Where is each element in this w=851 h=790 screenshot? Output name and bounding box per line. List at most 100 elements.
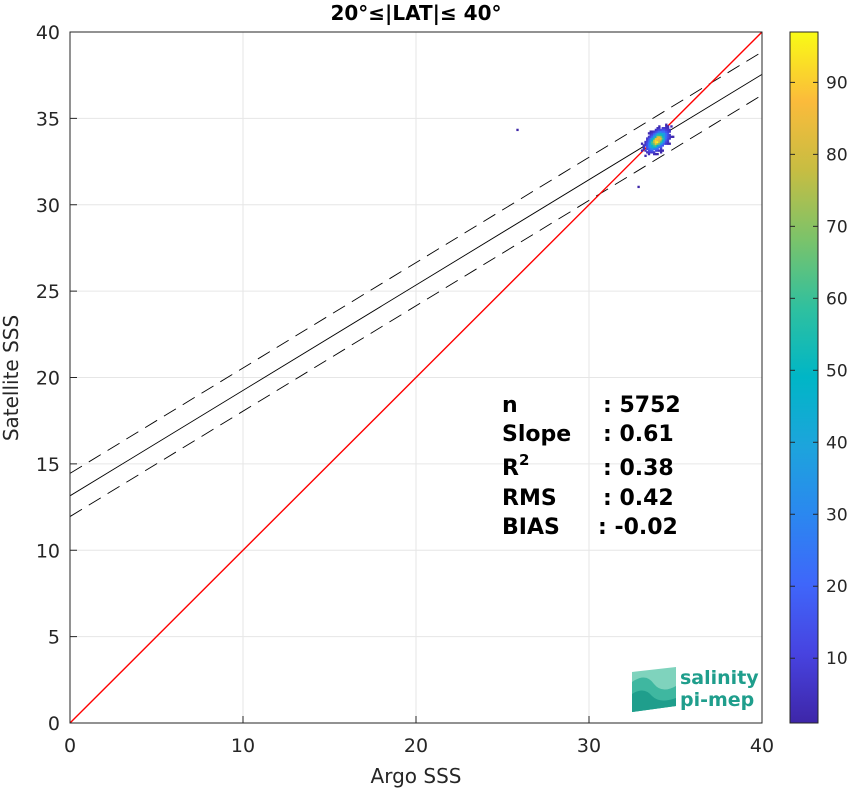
stat-label: Slope: [502, 422, 571, 447]
density-cell: [665, 123, 668, 126]
density-cell: [663, 137, 666, 140]
density-cell: [656, 133, 659, 137]
x-axis-ticks: 0 10 20 30 40: [64, 716, 774, 757]
density-cell: [653, 132, 656, 135]
density-cell: [658, 146, 661, 149]
density-cell: [668, 135, 671, 138]
density-cell: [659, 133, 663, 137]
density-cell: [658, 135, 661, 138]
density-cell: [661, 144, 664, 147]
density-cell: [644, 142, 647, 145]
density-cell: [647, 142, 651, 145]
colorbar-tick-label: 50: [826, 361, 848, 381]
density-cell: [666, 142, 670, 145]
density-cell: [665, 142, 668, 145]
y-tick-label: 10: [36, 540, 60, 562]
density-cell: [656, 130, 659, 133]
density-cell: [658, 142, 661, 145]
x-tick-label: 10: [231, 735, 255, 757]
density-cell: [665, 132, 668, 135]
density-cell: [649, 151, 652, 154]
density-cell: [654, 152, 658, 156]
density-cell: [661, 149, 664, 152]
stat-label: R2: [502, 451, 529, 481]
density-cell: [647, 152, 651, 156]
density-cell: [654, 135, 658, 138]
density-cell: [656, 139, 659, 142]
density-cell: [659, 139, 663, 142]
density-cell: [653, 144, 656, 147]
density-cell: [668, 130, 671, 133]
density-cell: [666, 135, 670, 138]
density-cell: [663, 130, 666, 133]
density-cell: [665, 137, 668, 140]
density-cell: [654, 132, 658, 135]
density-cell: [649, 146, 652, 149]
density-cell: [661, 133, 664, 137]
lower-bound-line: [70, 94, 762, 517]
density-cell: [651, 133, 654, 137]
density-cell: [656, 127, 659, 130]
density-cell: [663, 140, 666, 144]
density-cell: [668, 128, 671, 132]
colorbar-tick-label: 60: [826, 289, 848, 309]
stat-value: : 0.42: [603, 486, 674, 511]
density-cell: [659, 147, 663, 151]
density-cell: [646, 140, 649, 144]
y-tick-label: 0: [48, 713, 60, 735]
density-cell: [670, 135, 673, 138]
density-cell: [658, 130, 661, 133]
density-cell: [666, 140, 670, 144]
density-cell: [658, 140, 661, 144]
logo-line1: salinity: [680, 667, 759, 689]
stat-value: : -0.02: [598, 515, 678, 540]
colorbar-tick-label: 90: [826, 73, 848, 93]
density-cell: [661, 140, 664, 144]
density-cell: [666, 132, 670, 135]
density-cell: [668, 133, 671, 137]
density-cell: [658, 128, 661, 132]
density-cell: [653, 135, 656, 138]
density-cell: [654, 144, 658, 147]
y-tick-label: 5: [48, 627, 60, 649]
density-cell: [646, 142, 649, 145]
density-cell: [653, 142, 656, 145]
density-cell: [651, 147, 654, 151]
density-cell: [654, 140, 658, 144]
density-cell: [656, 137, 659, 140]
density-cell: [653, 140, 656, 144]
x-tick-label: 30: [577, 735, 601, 757]
density-cell: [659, 137, 663, 140]
stat-label: BIAS: [502, 515, 560, 540]
density-cell: [656, 140, 659, 144]
x-tick-label: 40: [750, 735, 774, 757]
density-cell: [666, 130, 670, 133]
density-cell: [647, 137, 651, 140]
density-cell: [654, 133, 658, 137]
density-cell: [649, 149, 652, 152]
density-cell: [640, 142, 644, 145]
density-cell: [656, 152, 659, 156]
density-cell: [663, 133, 666, 137]
density-cell: [649, 142, 652, 145]
density-cell: [658, 139, 661, 142]
density-cell: [651, 140, 654, 144]
density-cell: [658, 137, 661, 140]
density-cell: [649, 144, 652, 147]
density-cell: [651, 135, 654, 138]
density-cell: [658, 144, 661, 147]
colorbar-ticks: 10 20 30 40 50 60 70 80 90: [790, 73, 848, 669]
stat-value: : 0.61: [603, 422, 674, 447]
density-cell: [644, 149, 647, 152]
density-cell: [668, 142, 671, 145]
density-cell: [666, 137, 670, 140]
density-cell: [649, 132, 652, 135]
density-cell: [651, 151, 654, 154]
logo-line2: pi-mep: [680, 689, 754, 711]
density-cell: [663, 135, 666, 138]
density-cell: [653, 139, 656, 142]
density-cell: [646, 147, 649, 151]
stat-value: : 0.38: [603, 456, 674, 481]
density-cell: [646, 146, 649, 149]
